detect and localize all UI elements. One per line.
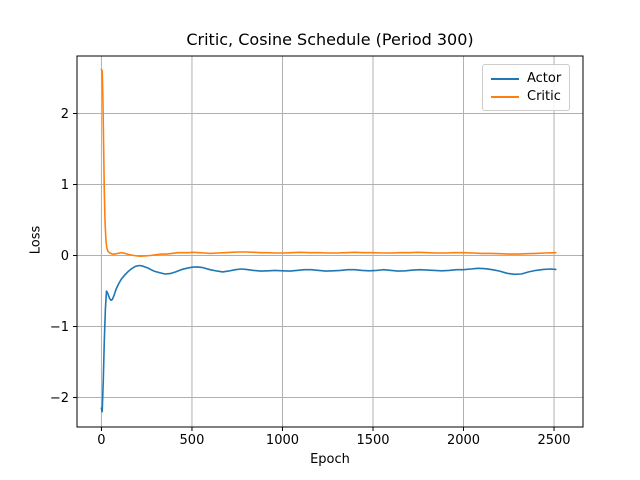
y-axis-label: Loss	[28, 225, 44, 255]
critic-line-swatch	[491, 95, 519, 98]
y-tick-label: 2	[61, 107, 69, 122]
critic-line	[100, 68, 557, 257]
y-tick-label: −1	[50, 320, 69, 335]
actor-line	[100, 264, 557, 413]
x-tick-label: 2500	[537, 433, 570, 448]
legend: Actor Critic	[482, 64, 570, 111]
actor-line-swatch	[491, 77, 519, 80]
x-tick-label: 2000	[447, 433, 480, 448]
legend-item-actor: Actor	[491, 71, 561, 86]
x-tick-label: 1500	[356, 433, 389, 448]
legend-label-critic: Critic	[527, 89, 561, 104]
legend-item-critic: Critic	[491, 89, 561, 104]
x-tick-label: 1000	[266, 433, 299, 448]
y-tick-label: 0	[61, 249, 69, 264]
x-axis-label: Epoch	[310, 452, 350, 467]
x-tick-label: 500	[180, 433, 205, 448]
y-tick-label: −2	[50, 391, 69, 406]
axes-frame	[76, 55, 584, 428]
x-tick-label: 0	[97, 433, 105, 448]
y-tick-label: 1	[61, 178, 69, 193]
legend-label-actor: Actor	[527, 71, 562, 86]
chart-title: Critic, Cosine Schedule (Period 300)	[186, 30, 474, 49]
